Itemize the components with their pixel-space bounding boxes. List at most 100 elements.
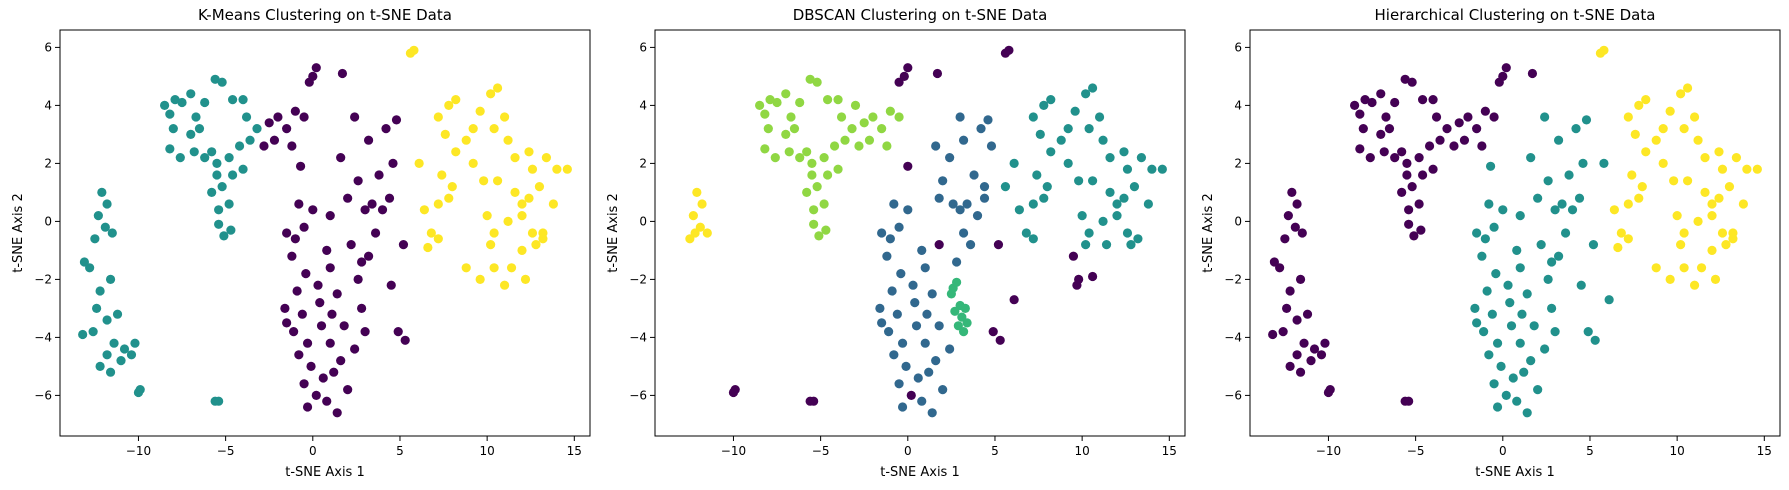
data-point <box>833 164 843 174</box>
data-point <box>760 109 770 119</box>
data-point <box>1571 124 1581 134</box>
y-tick-label: −4 <box>34 330 52 344</box>
data-point <box>854 141 864 151</box>
data-point <box>95 361 105 371</box>
cluster-6 <box>685 187 712 244</box>
cluster-2 <box>875 112 997 418</box>
data-point <box>932 68 943 79</box>
data-point <box>1472 124 1482 134</box>
data-point <box>1105 153 1115 163</box>
data-point <box>1133 234 1143 244</box>
data-point <box>877 124 887 134</box>
data-point <box>322 245 332 255</box>
data-point <box>688 211 698 221</box>
data-point <box>840 135 850 145</box>
data-point <box>479 176 489 186</box>
data-point <box>812 182 822 192</box>
data-point <box>1459 135 1470 145</box>
plot-frame <box>1249 29 1781 437</box>
data-point <box>1627 170 1637 180</box>
data-point <box>1084 124 1094 134</box>
cluster-1 <box>259 63 410 418</box>
data-point <box>1088 176 1098 186</box>
data-point <box>207 147 217 157</box>
data-point <box>1665 274 1675 284</box>
data-point <box>517 211 527 221</box>
y-tick-label: −4 <box>629 330 647 344</box>
data-point <box>763 124 773 134</box>
data-point <box>1679 263 1689 273</box>
x-tick-label: 15 <box>1162 444 1177 458</box>
data-point <box>962 199 972 209</box>
data-point <box>1492 402 1503 412</box>
data-point <box>207 187 217 197</box>
data-point <box>1505 298 1515 308</box>
data-point <box>444 193 454 203</box>
data-point <box>1042 182 1052 192</box>
data-point <box>1074 176 1084 186</box>
data-point <box>1285 286 1295 296</box>
data-point <box>702 228 712 238</box>
data-point <box>447 182 457 192</box>
data-point <box>927 289 937 299</box>
data-point <box>367 199 377 209</box>
data-point <box>1477 141 1487 151</box>
data-point <box>1428 164 1438 174</box>
data-point <box>170 95 180 105</box>
data-point <box>1424 141 1435 151</box>
data-point <box>1021 228 1031 238</box>
data-point <box>1752 164 1762 174</box>
data-point <box>894 379 904 389</box>
data-point <box>1637 182 1647 192</box>
data-point <box>920 338 930 348</box>
data-point <box>264 118 274 128</box>
data-point <box>917 396 927 406</box>
data-point <box>1295 367 1306 377</box>
data-point <box>294 350 304 360</box>
data-point <box>1613 242 1623 253</box>
data-point <box>1489 112 1499 122</box>
data-point <box>499 112 510 122</box>
x-tick-label: 5 <box>396 444 404 458</box>
data-point <box>1056 135 1066 145</box>
data-point <box>946 289 956 299</box>
data-point <box>168 124 178 134</box>
data-point <box>400 335 410 345</box>
data-point <box>1009 158 1019 168</box>
data-point <box>437 170 447 180</box>
data-point <box>1126 240 1136 250</box>
data-point <box>322 396 332 406</box>
data-point <box>1526 356 1536 366</box>
y-tick-label: 4 <box>1234 98 1242 112</box>
data-point <box>1547 303 1557 313</box>
data-point <box>1472 228 1482 238</box>
data-point <box>833 95 843 105</box>
data-point <box>1672 211 1682 221</box>
data-point <box>875 303 885 313</box>
data-point <box>534 182 545 192</box>
data-point <box>1498 205 1508 215</box>
plot-frame <box>59 29 591 437</box>
data-point <box>1623 199 1633 209</box>
data-point <box>451 95 461 105</box>
y-tick-label: 4 <box>639 98 647 112</box>
data-point <box>1028 112 1038 122</box>
data-point <box>850 100 861 110</box>
x-tick-label: 10 <box>1669 444 1684 458</box>
data-point <box>1295 274 1306 284</box>
data-point <box>1547 257 1557 267</box>
data-point <box>1278 327 1288 337</box>
data-point <box>1512 245 1522 255</box>
data-point <box>102 199 112 209</box>
data-point <box>1550 327 1560 337</box>
data-point <box>486 240 496 250</box>
data-point <box>938 176 948 186</box>
data-point <box>1376 129 1386 139</box>
cluster-2 <box>1470 112 1614 418</box>
data-point <box>506 263 517 273</box>
data-point <box>1283 211 1293 221</box>
data-point <box>423 242 433 253</box>
data-point <box>1472 318 1482 328</box>
data-point <box>130 338 140 348</box>
data-point <box>1088 83 1098 93</box>
